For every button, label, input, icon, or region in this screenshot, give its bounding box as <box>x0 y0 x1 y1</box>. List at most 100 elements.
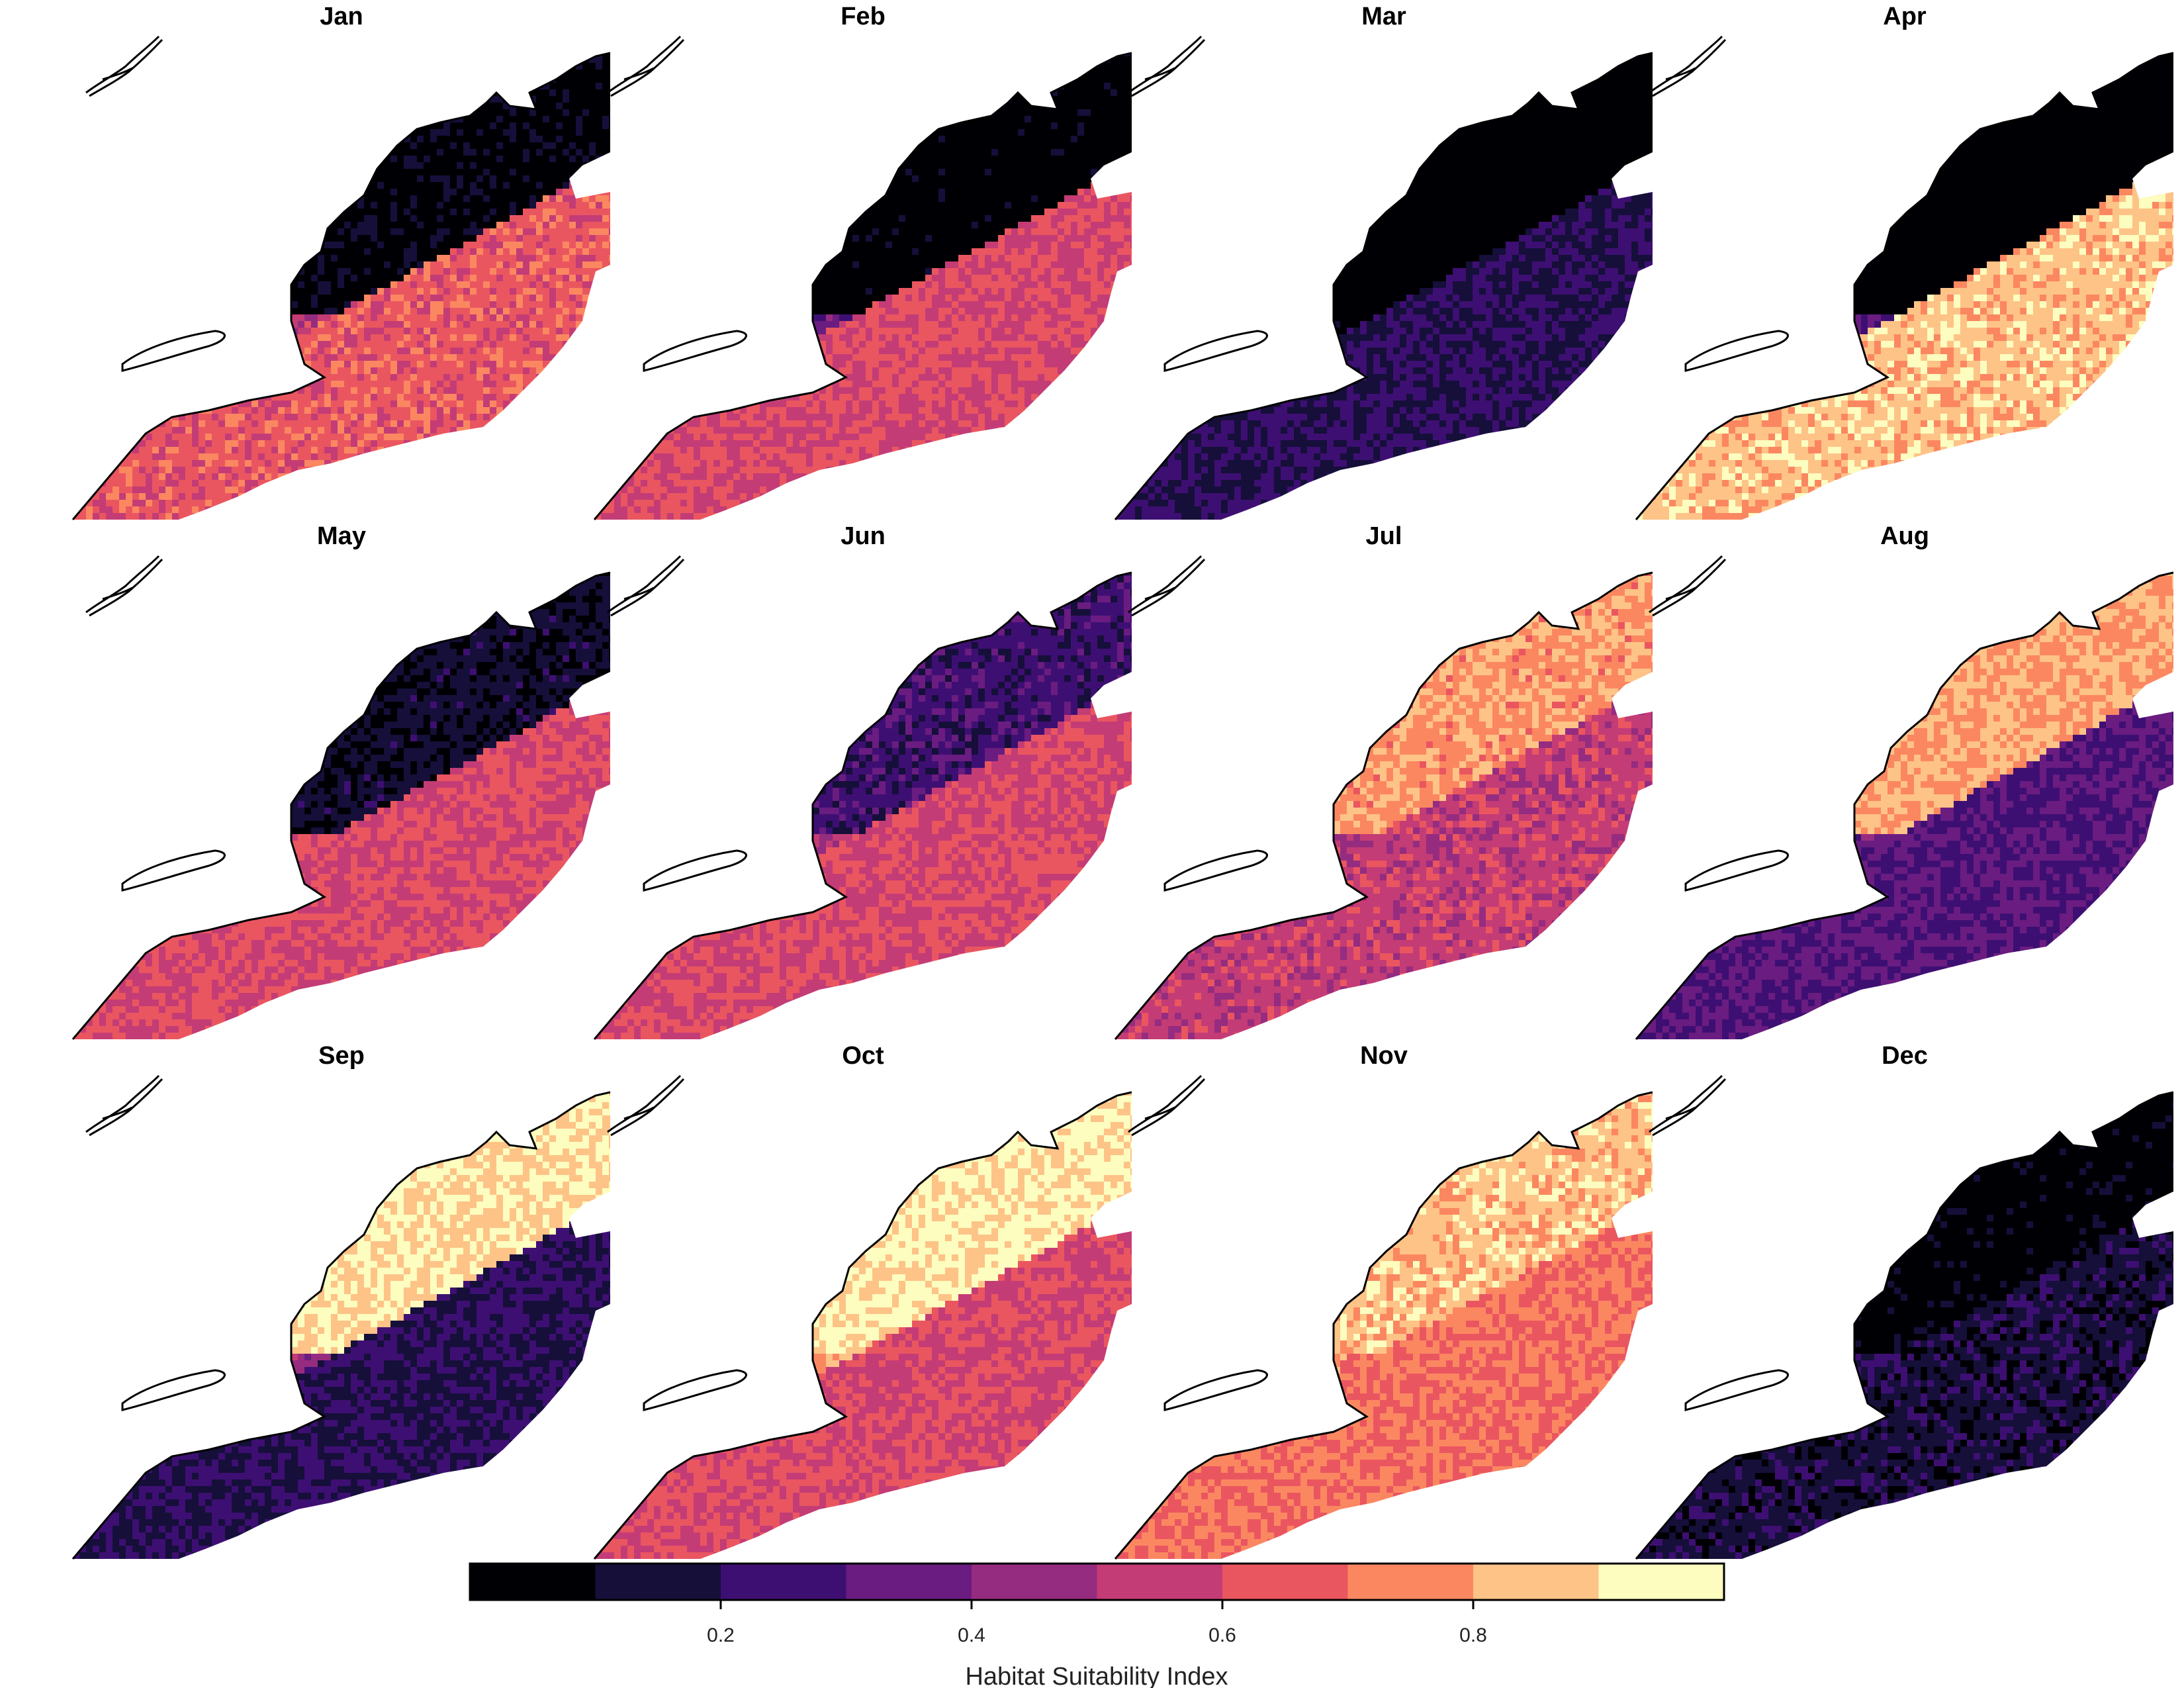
raster-cell <box>318 149 325 156</box>
raster-cell <box>351 387 358 395</box>
raster-cell <box>99 189 107 196</box>
raster-cell <box>344 70 351 77</box>
raster-cell <box>278 36 285 44</box>
raster-cell <box>291 420 298 428</box>
raster-cell <box>563 149 570 156</box>
raster-cell <box>470 43 477 50</box>
raster-cell <box>357 301 365 308</box>
raster-cell <box>113 242 120 249</box>
raster-cell <box>172 407 179 414</box>
raster-cell <box>152 175 159 183</box>
raster-cell <box>271 122 279 130</box>
raster-cell <box>549 354 557 361</box>
raster-cell <box>199 70 206 77</box>
raster-cell <box>490 30 497 37</box>
raster-cell <box>106 56 113 64</box>
raster-cell <box>212 76 219 83</box>
raster-cell <box>232 348 239 355</box>
raster-cell <box>351 96 358 103</box>
raster-cell <box>192 354 199 361</box>
raster-cell <box>523 295 530 302</box>
raster-cell <box>218 96 226 103</box>
raster-cell <box>510 215 517 222</box>
raster-cell <box>278 374 285 381</box>
raster-cell <box>549 288 557 295</box>
raster-cell <box>238 288 246 295</box>
raster-cell <box>245 202 252 209</box>
raster-cell <box>602 367 610 375</box>
raster-cell <box>185 288 193 295</box>
raster-cell <box>602 30 610 37</box>
raster-cell <box>179 189 186 196</box>
raster-cell <box>371 354 378 361</box>
raster-cell <box>410 156 418 163</box>
raster-cell <box>450 387 457 395</box>
raster-cell <box>172 83 179 90</box>
raster-cell <box>324 301 332 308</box>
raster-cell <box>549 202 557 209</box>
raster-cell <box>324 169 332 176</box>
raster-cell <box>185 281 193 289</box>
raster-cell <box>99 341 107 348</box>
raster-cell <box>609 142 616 150</box>
raster-cell <box>450 136 457 143</box>
raster-cell <box>609 281 616 289</box>
raster-cell <box>324 56 332 64</box>
raster-cell <box>126 202 133 209</box>
raster-cell <box>410 136 418 143</box>
raster-cell <box>258 136 265 143</box>
raster-cell <box>152 162 159 169</box>
raster-cell <box>185 63 193 70</box>
raster-cell <box>344 420 351 428</box>
raster-cell <box>351 36 358 44</box>
raster-cell <box>463 394 471 401</box>
raster-cell <box>258 149 265 156</box>
raster-cell <box>218 70 226 77</box>
raster-cell <box>364 142 371 150</box>
raster-cell <box>470 275 477 282</box>
raster-cell <box>430 43 437 50</box>
raster-cell <box>410 182 418 189</box>
raster-cell <box>602 175 610 183</box>
raster-cell <box>285 235 292 242</box>
raster-cell <box>463 341 471 348</box>
raster-cell <box>609 361 616 368</box>
raster-cell <box>424 314 431 322</box>
raster-cell <box>470 248 477 256</box>
raster-cell <box>126 288 133 295</box>
raster-cell <box>351 129 358 136</box>
raster-cell <box>338 414 345 421</box>
raster-cell <box>377 43 385 50</box>
raster-cell <box>73 334 80 342</box>
raster-cell <box>232 30 239 37</box>
raster-cell <box>576 255 583 262</box>
raster-cell <box>503 275 510 282</box>
raster-cell <box>212 374 219 381</box>
raster-cell <box>331 387 338 395</box>
raster-cell <box>139 261 146 269</box>
raster-cell <box>199 261 206 269</box>
raster-cell <box>569 341 576 348</box>
raster-cell <box>523 354 530 361</box>
raster-cell <box>232 268 239 275</box>
raster-cell <box>172 89 179 97</box>
raster-cell <box>536 228 543 236</box>
raster-cell <box>490 63 497 70</box>
raster-cell <box>113 361 120 368</box>
raster-cell <box>106 268 113 275</box>
raster-cell <box>265 268 272 275</box>
raster-cell <box>496 122 504 130</box>
raster-cell <box>443 268 451 275</box>
raster-cell <box>291 63 298 70</box>
raster-cell <box>113 394 120 401</box>
raster-cell <box>152 334 159 342</box>
raster-cell <box>165 76 173 83</box>
raster-cell <box>549 175 557 183</box>
raster-cell <box>93 414 100 421</box>
raster-cell <box>232 308 239 315</box>
raster-cell <box>384 367 391 375</box>
raster-cell <box>516 43 523 50</box>
raster-cell <box>529 136 537 143</box>
raster-cell <box>602 209 610 216</box>
raster-cell <box>457 235 464 242</box>
